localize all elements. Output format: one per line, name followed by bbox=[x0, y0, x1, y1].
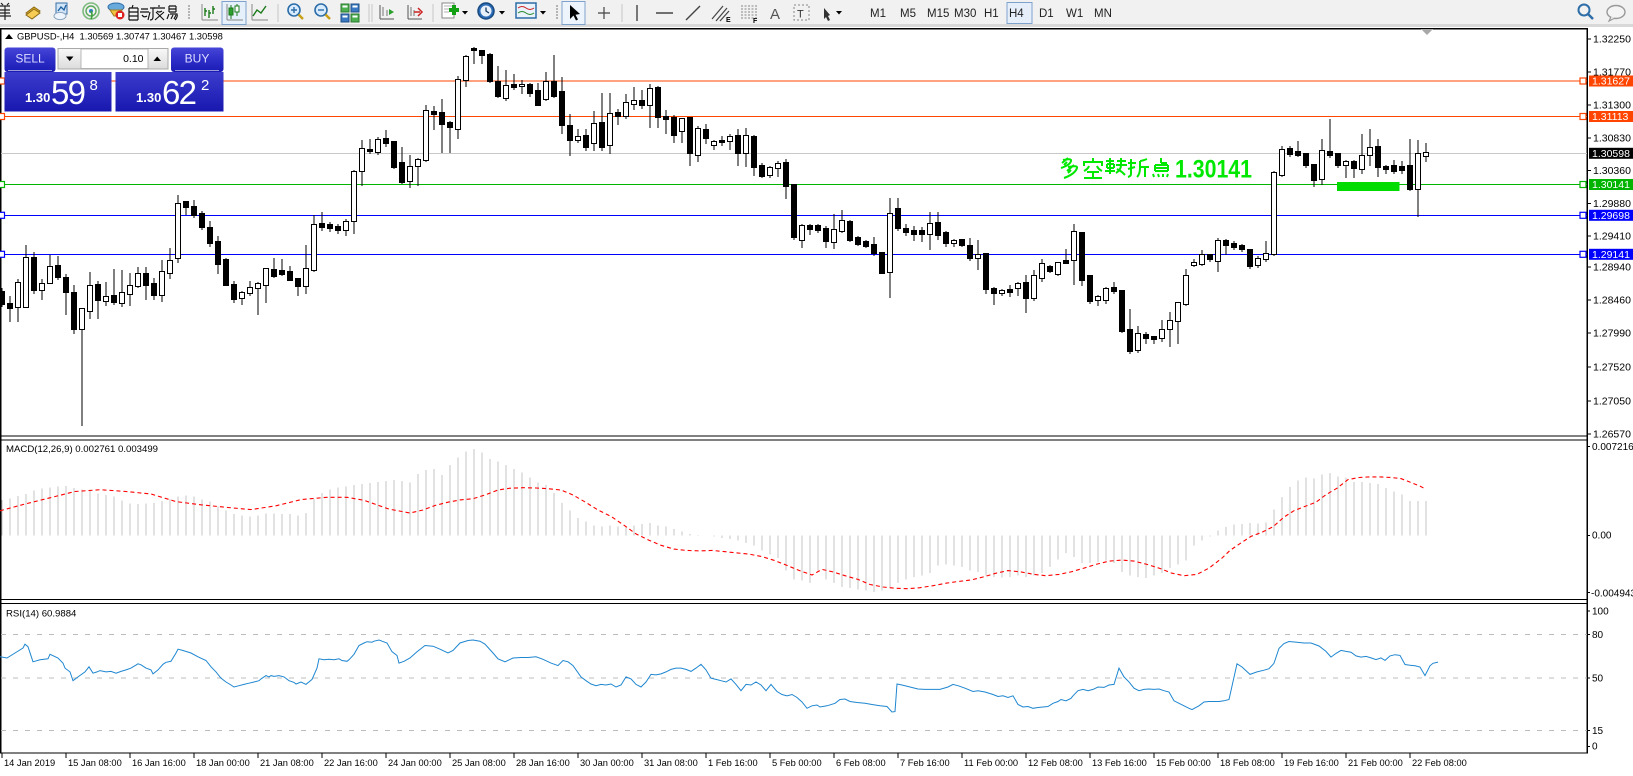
svg-text:H4: H4 bbox=[1009, 8, 1024, 20]
svg-text:2: 2 bbox=[201, 77, 209, 94]
svg-text:W1: W1 bbox=[1066, 8, 1083, 20]
svg-text:11 Feb 00:00: 11 Feb 00:00 bbox=[964, 758, 1018, 768]
svg-text:22 Feb 08:00: 22 Feb 08:00 bbox=[1412, 758, 1467, 768]
svg-text:1.27050: 1.27050 bbox=[1593, 396, 1631, 408]
svg-text:1.30141: 1.30141 bbox=[1592, 179, 1630, 191]
svg-text:1.29141: 1.29141 bbox=[1592, 249, 1630, 261]
svg-text:30 Jan 00:00: 30 Jan 00:00 bbox=[580, 758, 634, 768]
svg-text:24 Jan 00:00: 24 Jan 00:00 bbox=[388, 758, 442, 768]
svg-text:16 Jan 16:00: 16 Jan 16:00 bbox=[132, 758, 186, 768]
svg-text:1.31113: 1.31113 bbox=[1592, 111, 1629, 123]
svg-text:31 Jan 08:00: 31 Jan 08:00 bbox=[644, 758, 698, 768]
svg-text:M1: M1 bbox=[870, 8, 886, 20]
svg-text:M30: M30 bbox=[954, 8, 976, 20]
svg-text:1.30360: 1.30360 bbox=[1593, 165, 1631, 177]
svg-text:25 Jan 08:00: 25 Jan 08:00 bbox=[452, 758, 506, 768]
svg-text:SELL: SELL bbox=[15, 52, 45, 66]
svg-text:1.29410: 1.29410 bbox=[1593, 231, 1631, 243]
svg-text:1.26570: 1.26570 bbox=[1593, 429, 1631, 441]
svg-text:1.30598: 1.30598 bbox=[1592, 148, 1630, 160]
svg-text:19 Feb 16:00: 19 Feb 16:00 bbox=[1284, 758, 1339, 768]
svg-text:22 Jan 16:00: 22 Jan 16:00 bbox=[324, 758, 378, 768]
svg-text:1.30: 1.30 bbox=[25, 90, 50, 105]
svg-text:8: 8 bbox=[90, 77, 98, 94]
svg-text:F: F bbox=[753, 18, 758, 25]
svg-text:21 Feb 00:00: 21 Feb 00:00 bbox=[1348, 758, 1403, 768]
svg-text:18 Feb 08:00: 18 Feb 08:00 bbox=[1220, 758, 1275, 768]
svg-text:15: 15 bbox=[1592, 726, 1604, 737]
svg-text:5 Feb 00:00: 5 Feb 00:00 bbox=[772, 758, 822, 768]
svg-text:E: E bbox=[726, 17, 731, 24]
svg-text:15 Jan 08:00: 15 Jan 08:00 bbox=[68, 758, 122, 768]
svg-text:RSI(14) 60.9884: RSI(14) 60.9884 bbox=[6, 609, 77, 620]
svg-text:28 Jan 16:00: 28 Jan 16:00 bbox=[516, 758, 570, 768]
svg-text:1.27520: 1.27520 bbox=[1593, 362, 1631, 374]
svg-text:14 Jan 2019: 14 Jan 2019 bbox=[4, 758, 55, 768]
svg-text:100: 100 bbox=[1592, 607, 1609, 618]
svg-text:15 Feb 00:00: 15 Feb 00:00 bbox=[1156, 758, 1211, 768]
svg-text:0: 0 bbox=[1592, 742, 1598, 753]
svg-text:H1: H1 bbox=[984, 8, 999, 20]
svg-text:0.10: 0.10 bbox=[123, 53, 144, 65]
svg-text:1.30830: 1.30830 bbox=[1593, 133, 1631, 145]
svg-text:MN: MN bbox=[1094, 8, 1112, 20]
svg-text:1.29880: 1.29880 bbox=[1593, 198, 1631, 210]
svg-text:1.28460: 1.28460 bbox=[1593, 295, 1631, 307]
svg-text:21 Jan 08:00: 21 Jan 08:00 bbox=[260, 758, 314, 768]
svg-text:1.32250: 1.32250 bbox=[1593, 34, 1631, 46]
svg-text:18 Jan 00:00: 18 Jan 00:00 bbox=[196, 758, 250, 768]
svg-text:1.30: 1.30 bbox=[136, 90, 161, 105]
svg-text:A: A bbox=[770, 6, 780, 23]
svg-text:1.27990: 1.27990 bbox=[1593, 328, 1631, 340]
svg-text:1.31300: 1.31300 bbox=[1593, 100, 1631, 112]
svg-text:1.28940: 1.28940 bbox=[1593, 262, 1631, 274]
svg-text:0.007216: 0.007216 bbox=[1592, 442, 1633, 453]
svg-text:T: T bbox=[797, 9, 804, 21]
svg-text:GBPUSD-,H4 1.30569 1.30747 1.: GBPUSD-,H4 1.30569 1.30747 1.30467 1.305… bbox=[17, 31, 223, 42]
svg-text:6 Feb 08:00: 6 Feb 08:00 bbox=[836, 758, 886, 768]
svg-text:50: 50 bbox=[1592, 674, 1604, 685]
svg-text:1 Feb 16:00: 1 Feb 16:00 bbox=[708, 758, 758, 768]
svg-text:7 Feb 16:00: 7 Feb 16:00 bbox=[900, 758, 950, 768]
svg-text:MACD(12,26,9) 0.002761 0.00349: MACD(12,26,9) 0.002761 0.003499 bbox=[6, 444, 158, 455]
svg-text:M15: M15 bbox=[927, 8, 949, 20]
svg-text:12 Feb 08:00: 12 Feb 08:00 bbox=[1028, 758, 1083, 768]
svg-text:M5: M5 bbox=[900, 8, 916, 20]
svg-text:13 Feb 16:00: 13 Feb 16:00 bbox=[1092, 758, 1147, 768]
svg-text:-0.004943: -0.004943 bbox=[1591, 589, 1633, 600]
svg-text:1.30141: 1.30141 bbox=[1175, 156, 1252, 184]
svg-text:1.31627: 1.31627 bbox=[1592, 76, 1630, 88]
svg-text:0.00: 0.00 bbox=[1592, 531, 1612, 542]
svg-text:1.29698: 1.29698 bbox=[1592, 210, 1630, 222]
svg-text:59: 59 bbox=[51, 74, 86, 111]
svg-text:62: 62 bbox=[162, 74, 197, 111]
svg-text:80: 80 bbox=[1592, 630, 1604, 641]
svg-text:BUY: BUY bbox=[185, 52, 210, 66]
svg-text:D1: D1 bbox=[1039, 8, 1054, 20]
